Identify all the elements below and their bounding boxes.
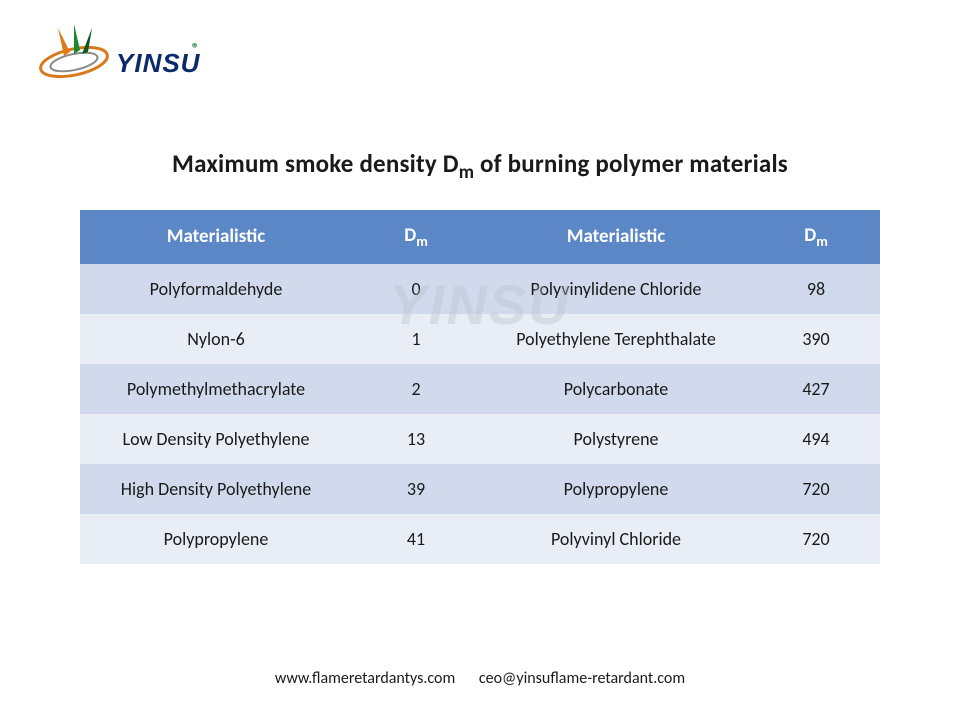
table-row: Low Density Polyethylene 13 Polystyrene … [80,414,880,464]
cell-dm: 494 [752,414,880,464]
footer: www.flameretardantys.com ceo@yinsuflame-… [0,669,960,688]
cell-dm: 427 [752,364,880,414]
logo: YINSU ® [38,22,200,80]
title-sub: m [459,161,474,184]
cell-dm: 39 [352,464,480,514]
cell-dm: 98 [752,264,880,314]
cell-material: High Density Polyethylene [80,464,352,514]
col-header-dm-1: Dm [352,210,480,264]
cell-material: Polycarbonate [480,364,752,414]
cell-dm: 1 [352,314,480,364]
table-header-row: Materialistic Dm Materialistic Dm [80,210,880,264]
cell-material: Polypropylene [480,464,752,514]
footer-email: ceo@yinsuflame-retardant.com [479,669,685,688]
col-header-dm-2: Dm [752,210,880,264]
cell-material: Polyvinylidene Chloride [480,264,752,314]
table-row: Polymethylmethacrylate 2 Polycarbonate 4… [80,364,880,414]
smoke-density-table: Materialistic Dm Materialistic Dm Polyfo… [80,210,880,564]
page-title: Maximum smoke density Dm of burning poly… [80,148,880,184]
cell-dm: 0 [352,264,480,314]
cell-material: Nylon-6 [80,314,352,364]
table-row: High Density Polyethylene 39 Polypropyle… [80,464,880,514]
content: Maximum smoke density Dm of burning poly… [80,148,880,564]
cell-material: Polystyrene [480,414,752,464]
title-prefix: Maximum smoke density D [172,148,459,179]
table-row: Polyformaldehyde 0 Polyvinylidene Chlori… [80,264,880,314]
cell-material: Polymethylmethacrylate [80,364,352,414]
footer-website: www.flameretardantys.com [275,669,455,688]
title-suffix: of burning polymer materials [474,148,788,179]
registered-mark: ® [192,40,199,57]
logo-graphic [38,22,110,80]
col-header-material-2: Materialistic [480,210,752,264]
table-row: Polypropylene 41 Polyvinyl Chloride 720 [80,514,880,564]
logo-text: YINSU [116,24,200,76]
cell-material: Polypropylene [80,514,352,564]
col-header-material-1: Materialistic [80,210,352,264]
logo-brand: YINSU [116,50,200,76]
cell-dm: 390 [752,314,880,364]
cell-dm: 41 [352,514,480,564]
cell-material: Polyformaldehyde [80,264,352,314]
table-body: Polyformaldehyde 0 Polyvinylidene Chlori… [80,264,880,564]
cell-material: Low Density Polyethylene [80,414,352,464]
cell-dm: 720 [752,514,880,564]
table-row: Nylon-6 1 Polyethylene Terephthalate 390 [80,314,880,364]
cell-dm: 2 [352,364,480,414]
cell-material: Polyethylene Terephthalate [480,314,752,364]
cell-material: Polyvinyl Chloride [480,514,752,564]
cell-dm: 720 [752,464,880,514]
cell-dm: 13 [352,414,480,464]
